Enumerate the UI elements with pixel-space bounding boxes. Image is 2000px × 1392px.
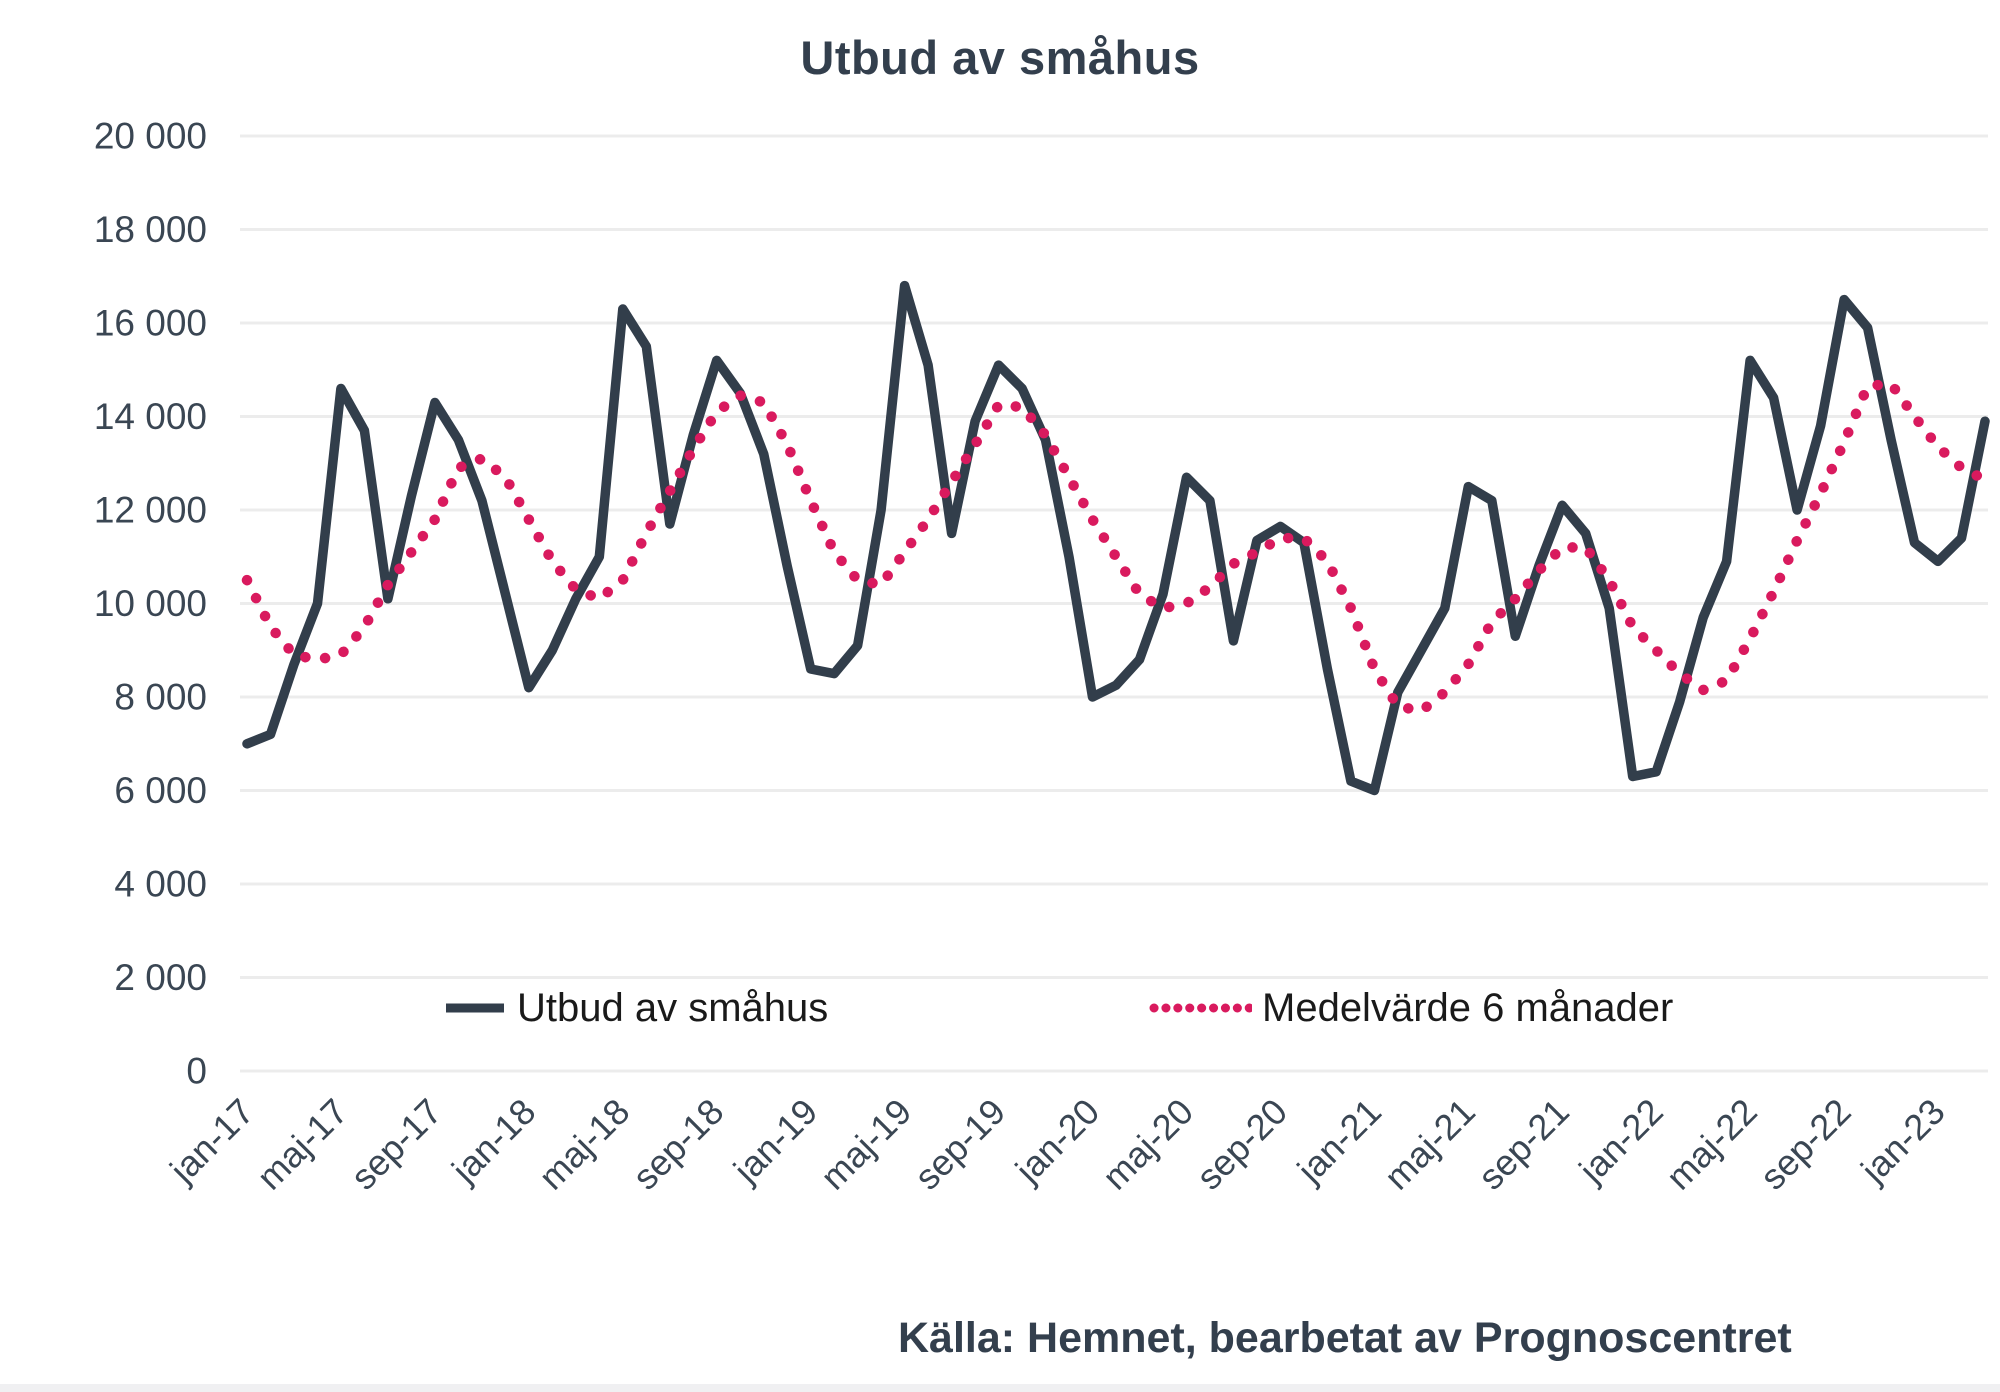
x-tick-label: maj-18 [531, 1091, 638, 1198]
x-tick-label: maj-20 [1094, 1091, 1201, 1198]
chart-title: Utbud av småhus [800, 31, 1200, 84]
x-tick-label: maj-19 [812, 1091, 919, 1198]
x-tick-label: maj-22 [1658, 1091, 1765, 1198]
series-medelvarde-line [241, 378, 1991, 717]
legend-item-utbud: Utbud av småhus [443, 986, 828, 1030]
y-tick-label: 6 000 [114, 770, 207, 811]
legend-label-utbud: Utbud av småhus [517, 985, 829, 1030]
y-tick-label: 10 000 [94, 583, 207, 624]
x-tick-label: sep-18 [625, 1091, 732, 1198]
x-tick-label: jan-20 [1007, 1091, 1107, 1191]
y-tick-label: 14 000 [94, 396, 207, 437]
y-tick-label: 0 [186, 1051, 207, 1092]
x-tick-label: sep-19 [906, 1091, 1013, 1198]
y-tick-label: 8 000 [114, 677, 207, 718]
y-tick-label: 12 000 [94, 490, 207, 531]
y-tick-label: 16 000 [94, 303, 207, 344]
gridlines [240, 134, 1988, 1073]
x-tick-label: maj-21 [1376, 1091, 1483, 1198]
x-tick-label: jan-18 [443, 1091, 543, 1191]
y-tick-label: 18 000 [94, 209, 207, 250]
x-tick-label: jan-19 [725, 1091, 825, 1191]
legend-marker-solid-line [446, 1003, 504, 1013]
legend-label-medelvarde: Medelvärde 6 månader [1262, 985, 1674, 1030]
x-tick-label: maj-17 [249, 1091, 356, 1198]
y-axis-labels: 0 2 000 4 000 6 000 8 000 10 000 12 000 14 000 1… [94, 116, 207, 1092]
x-tick-label: jan-17 [161, 1091, 261, 1191]
bottom-edge-strip [0, 1384, 2000, 1392]
series-utbud-line [242, 280, 1990, 796]
x-tick-label: sep-17 [343, 1091, 450, 1198]
x-tick-label: jan-23 [1852, 1091, 1952, 1191]
y-tick-label: 20 000 [94, 116, 207, 157]
legend-item-medelvarde: Medelvärde 6 månader [1148, 986, 1673, 1030]
source-note: Källa: Hemnet, bearbetat av Prognoscentr… [898, 1314, 1792, 1362]
x-tick-label: sep-21 [1470, 1091, 1577, 1198]
legend-marker-dotted-line [1149, 1003, 1252, 1013]
x-tick-label: jan-22 [1570, 1091, 1670, 1191]
x-axis-labels: jan-17maj-17sep-17jan-18maj-18sep-18jan-… [161, 1091, 1952, 1198]
y-tick-label: 2 000 [114, 957, 207, 998]
x-tick-label: sep-20 [1188, 1091, 1295, 1198]
x-tick-label: sep-22 [1752, 1091, 1859, 1198]
x-tick-label: jan-21 [1289, 1091, 1389, 1191]
y-tick-label: 4 000 [114, 864, 207, 905]
